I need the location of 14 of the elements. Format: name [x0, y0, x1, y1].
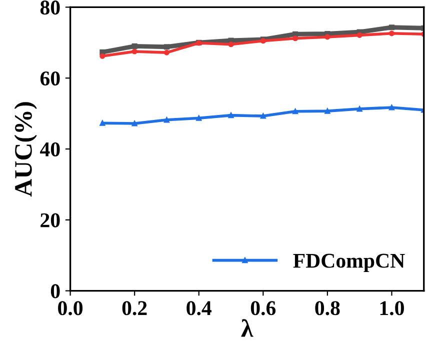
x-tick-label: 0.6 — [250, 301, 276, 316]
y-tick-label: 80 — [40, 0, 60, 15]
y-axis-title: AUC(%) — [14, 102, 37, 197]
x-tick-label: 1.0 — [380, 301, 404, 316]
x-tick-label: 0.4 — [186, 301, 212, 316]
legend-label: FDCompCN — [293, 254, 405, 272]
y-tick-label: 60 — [40, 71, 60, 86]
y-tick-label: 20 — [40, 213, 60, 228]
y-tick-label: 40 — [40, 142, 60, 156]
y-tick-label: 0 — [50, 284, 60, 298]
x-tick-label: 0.8 — [315, 301, 340, 316]
x-tick-label: 0.0 — [58, 301, 83, 316]
x-tick-label: 0.2 — [122, 301, 147, 316]
x-axis-title: λ — [241, 319, 254, 337]
